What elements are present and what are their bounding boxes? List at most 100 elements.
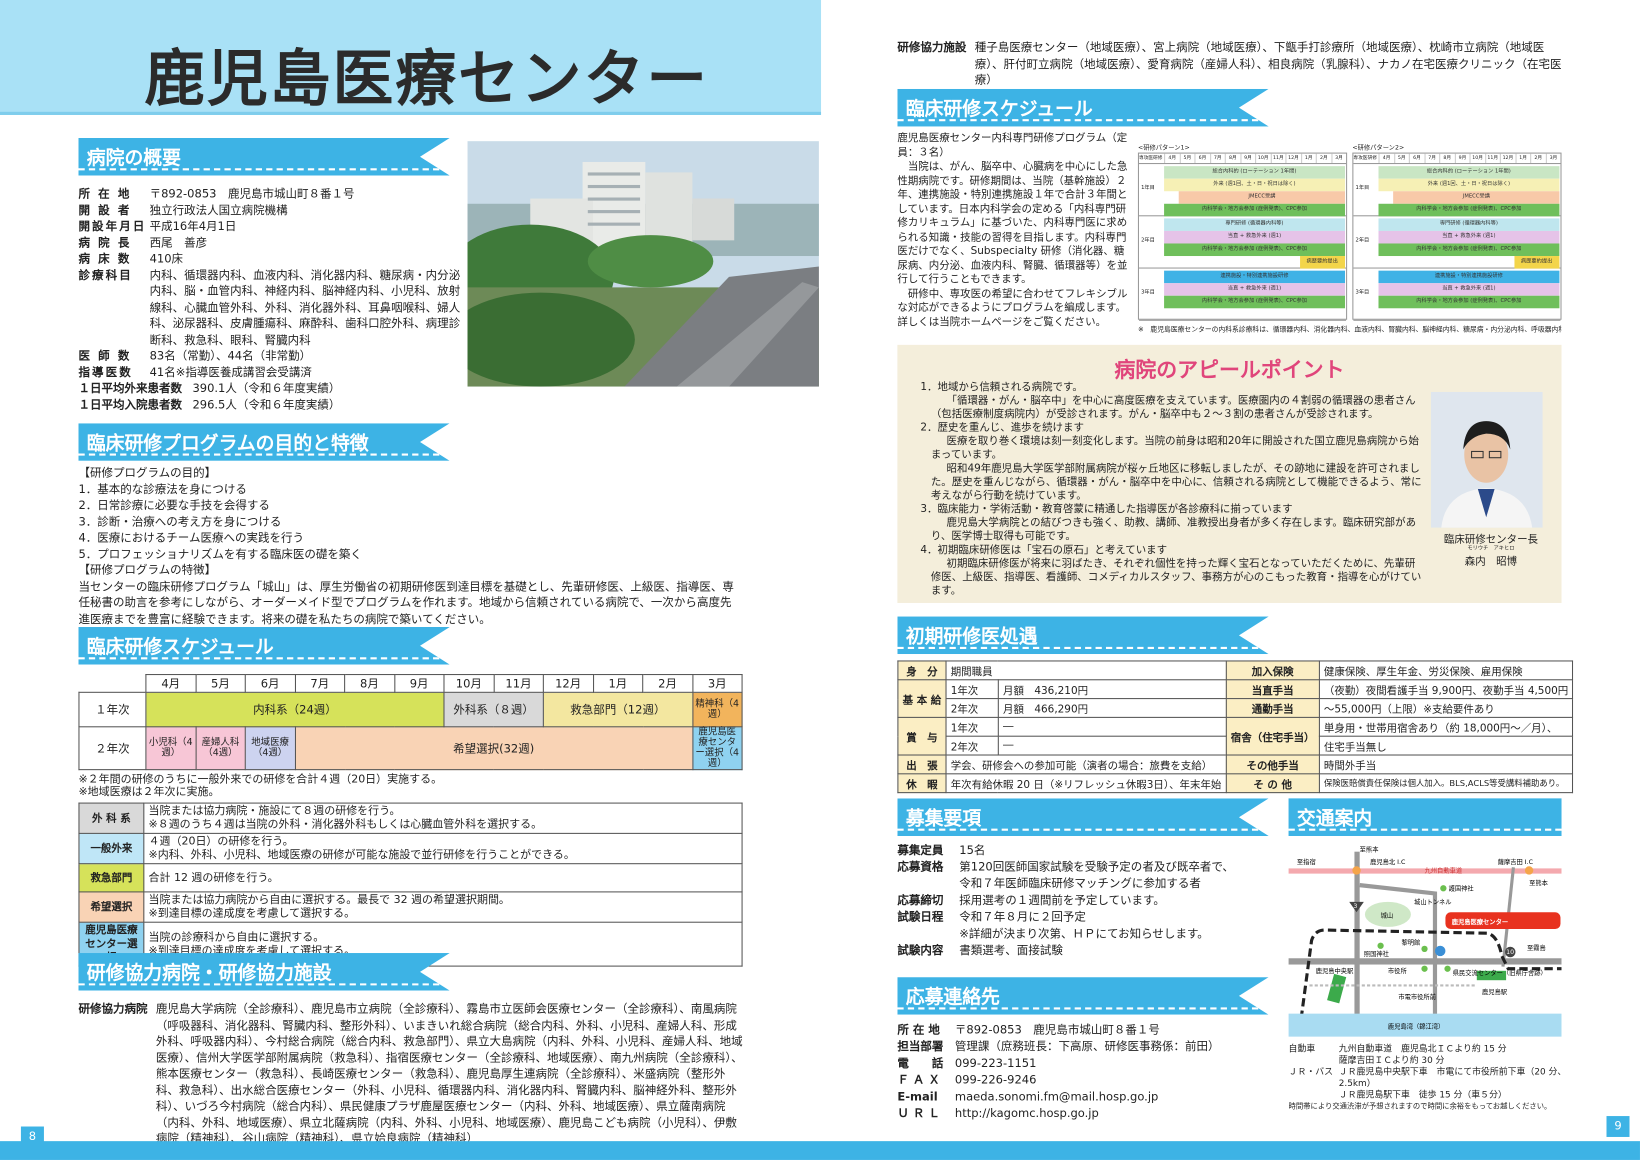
pattern-bar: JMECC受講 (1393, 191, 1560, 204)
block-label: 希望選択(32週) (453, 741, 535, 756)
overview-value: 〒892-0853 鹿児島市城山町８番１号 (149, 187, 355, 201)
month-header: 4月 (161, 677, 181, 691)
row-label: 身 分 (906, 666, 938, 679)
contact-row: 所 在 地〒892-0853 鹿児島市城山町８番１号 (897, 1022, 1284, 1039)
overview-row: 病 床 数 410床 (78, 251, 460, 267)
schedule-block: 救急部門（12週） (542, 691, 693, 728)
treatment-key: その他手当 (1246, 760, 1299, 773)
schedule-note: ※地域医療は２年次に実施。 (78, 785, 220, 799)
year: 1年次 (950, 685, 979, 698)
category-table: 外 科 系 当院または協力病院・施設にて８週の研修を行う。 ※８週のうち４週は当院の… (78, 802, 743, 967)
category-row: 救急部門 合計 12 週の研修を行う。 (78, 863, 743, 893)
row-label: 賞 与 (906, 732, 938, 745)
overview-key: 所 在 地 (78, 187, 132, 201)
treatment-key: 宿舎（住宅手当） (1230, 732, 1315, 745)
feature-title: 【研修プログラムの特徴】 (78, 563, 217, 577)
month-header: 10月 (455, 677, 482, 691)
overview-value: 内科、循環器内科、血液内科、消化器内科、糖尿病・内分泌内科、脳・血管内科、神経内… (149, 268, 461, 347)
contact-value[interactable]: http://kagomc.hosp.go.jp (955, 1106, 1284, 1123)
pattern-month: 8月 (1228, 155, 1237, 161)
pattern-month: 3月 (1549, 155, 1558, 161)
pattern-month: 6月 (1413, 155, 1421, 161)
overview-value: 83名（常勤）、44名（非常勤） (149, 349, 312, 363)
bar-label: 当直 + 救急外来 (週1) (1227, 285, 1282, 292)
pattern-month: 1月 (1519, 155, 1527, 161)
bonus: ― (1002, 739, 1014, 752)
appeal-body: 「循環器・がん・脳卒中」を中心に高度医療を支えています。医療圏内の４割弱の循環器… (930, 395, 1416, 421)
overview-key: １日平均外来患者数 (78, 381, 182, 396)
map-label: 至熊本 (1529, 878, 1549, 887)
treatment-value: 健康保険、厚生年金、労災保険、雇用保険 (1323, 666, 1523, 679)
director-photo (1430, 391, 1543, 528)
map-label: 照国神社 (1364, 949, 1390, 958)
row-label: 休 暇 (906, 779, 938, 792)
contact-key: 所 在 地 (897, 1023, 940, 1037)
appeal-heading: 1．地域から信頼される病院です。 (920, 381, 1083, 393)
bar-label: 専門研修 (循環器内科等) (1225, 220, 1284, 227)
page-number-right: 9 (1606, 1116, 1630, 1137)
contact-value: 099-226-9246 (955, 1072, 1284, 1089)
contact-value: 099-223-1151 (955, 1055, 1284, 1072)
block-label: 内科系（24週） (253, 703, 337, 717)
overview-row: 診療科目 内科、循環器内科、血液内科、消化器内科、糖尿病・内分泌内科、脳・血管内科… (78, 267, 460, 348)
contact-value[interactable]: maeda.sonomi.fm@mail.hosp.go.jp (955, 1089, 1284, 1106)
pattern-month: 10月 (1257, 155, 1269, 161)
overview-value: 390.1人（令和６年度実績） (192, 381, 341, 396)
purpose-item: 3．診断・治療への考え方を身につける (78, 514, 282, 529)
month-header: 11月 (505, 677, 532, 691)
bar-label: 専門研修 (循環器内科等) (1439, 220, 1498, 227)
pattern-bar: 連携施設・特別連携施設研修 (1378, 270, 1560, 284)
recruit-value: 採用選考の１週間前を予定しています。 (959, 893, 1165, 908)
route-3-label: 3 (1353, 903, 1357, 910)
pattern-month: 9月 (1244, 155, 1252, 161)
category-line: 当院の診療科から自由に選択する。 (148, 930, 325, 944)
section-coop-heading: 研修協力病院・研修協力施設 (78, 953, 450, 991)
map-label: 城山トンネル (1414, 897, 1451, 906)
pattern-bar: 病歴要約提出 (1514, 256, 1560, 269)
pattern-month: 1月 (1304, 155, 1313, 161)
pattern-bar: 外来 (週1回、土・日・祝日は除く) (1378, 178, 1560, 192)
section-contact-heading: 応募連絡先 (897, 977, 1269, 1015)
recruit-value: 令和７年医師臨床研修マッチングに参加する者 (959, 876, 1201, 891)
contact-row: E-mail maeda.sonomi.fm@mail.hosp.go.jp (897, 1089, 1284, 1106)
month-header: 7月 (310, 677, 330, 691)
month-header: 12月 (555, 677, 582, 691)
pattern-corner: 専攻医研修 (1138, 155, 1163, 161)
access-mode: 自動車 (1288, 1043, 1316, 1055)
pattern-bar: 内科学会・地方会参加 (症例発表)、CPC参加 (1378, 203, 1560, 217)
category-line: ※８週のうち４週は当院の外科・消化器外科もしくは心臓血管外科を選択する。 (148, 818, 543, 831)
category-row: 希望選択 当院または協力病院から自由に選択する。最長で 32 週の希望選択期間。 ※… (78, 891, 743, 923)
contact-value-text: 099-223-1151 (954, 1056, 1037, 1071)
access-route: 薩摩吉田ＩＣより約 30 分 (1338, 1055, 1445, 1066)
access-map: 九州自動車道 至指宿 至熊本 鹿児島北 I.C 薩摩吉田 I.C 至熊本 3 城… (1288, 841, 1562, 1042)
im-program-title: 鹿児島医療センター内科専門研修プログラム（定員：３名） (897, 132, 1128, 159)
feature-text: 当センターの臨床研修プログラム「城山」は、厚生労働省の初期研修医到達目標を基礎と… (78, 579, 734, 626)
month-header: 5月 (211, 677, 230, 691)
category-label: 外 科 系 (92, 812, 131, 824)
overview-value: 41名※指導医養成講習会受講済 (149, 365, 312, 379)
schedule-notes: ※２年間の研修のうちに一般外来での研修を合計４週（20日）実施する。 ※地域医療は… (78, 773, 742, 798)
map-label: 市役所 (1388, 966, 1407, 975)
block-label: 小児科（4週） (148, 737, 193, 759)
director-ruby: モリウチ アキヒロ (1467, 545, 1515, 552)
treatment-value: 時間外手当 (1323, 760, 1377, 773)
contact-value-text: http://kagomc.hosp.go.jp (954, 1106, 1099, 1121)
bay-area (1288, 1013, 1562, 1037)
pattern-bar: 総合内科的 (ローテーション 1年間) (1378, 166, 1560, 179)
schedule-note: ※２年間の研修のうちに一般外来での研修を合計４週（20日）実施する。 (78, 773, 443, 786)
appeal-title: 病院のアピールポイント (1114, 357, 1345, 383)
recruit-value: 15名 (959, 843, 986, 857)
pattern-month: 2月 (1319, 155, 1328, 161)
bar-label: 連携施設・特別連携施設研修 (1434, 272, 1503, 280)
route-10-label: 10 (1506, 949, 1514, 956)
recruit-key: 応募締切 (897, 893, 944, 908)
coop-text: 鹿児島大学病院（全診療科）、鹿児島市立病院（全診療科）、霧島市立医師会医療センタ… (155, 1002, 743, 1146)
contact-key: Ｕ Ｒ Ｌ (897, 1106, 940, 1121)
recruit-key: 募集定員 (897, 843, 944, 857)
overview-key: 診療科目 (78, 268, 133, 282)
schedule-block: 精神科（4週） (691, 691, 743, 728)
appeal-point: 1．地域から信頼される病院です。「循環器・がん・脳卒中」を中心に高度医療を支えて… (920, 380, 1422, 421)
hospital-label: 鹿児島医療センター (1452, 917, 1508, 926)
pattern-year: 1年目 (1141, 184, 1155, 192)
purpose-title: 【研修プログラムの目的】 (78, 466, 217, 480)
